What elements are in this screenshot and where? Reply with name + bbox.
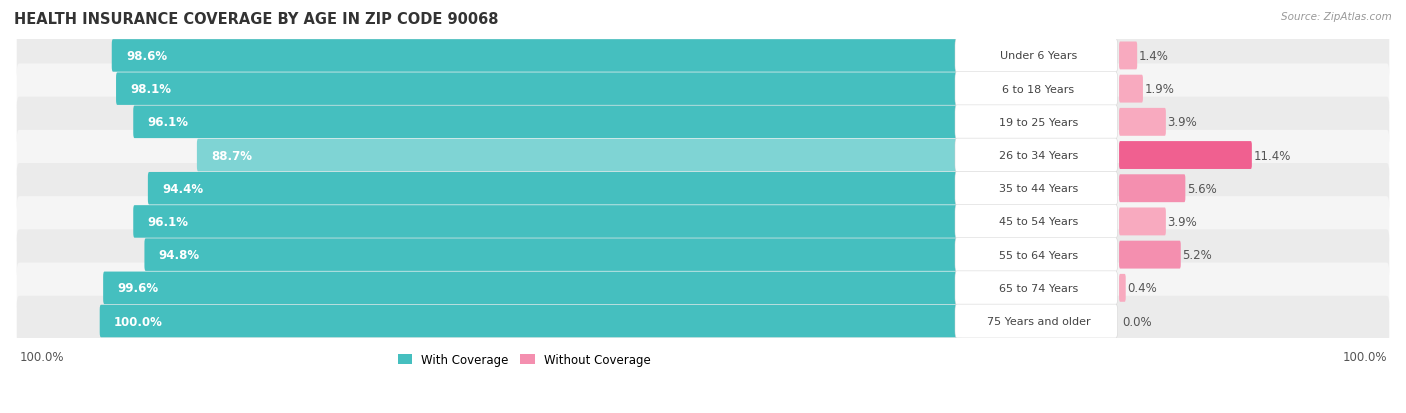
FancyBboxPatch shape bbox=[148, 173, 962, 205]
FancyBboxPatch shape bbox=[1119, 43, 1137, 70]
Text: 6 to 18 Years: 6 to 18 Years bbox=[1002, 84, 1074, 95]
Text: 35 to 44 Years: 35 to 44 Years bbox=[998, 184, 1078, 194]
FancyBboxPatch shape bbox=[1119, 241, 1181, 269]
Text: 100.0%: 100.0% bbox=[114, 315, 163, 328]
Text: 5.2%: 5.2% bbox=[1182, 249, 1212, 261]
FancyBboxPatch shape bbox=[17, 197, 1389, 247]
FancyBboxPatch shape bbox=[955, 238, 1118, 272]
Text: HEALTH INSURANCE COVERAGE BY AGE IN ZIP CODE 90068: HEALTH INSURANCE COVERAGE BY AGE IN ZIP … bbox=[14, 12, 499, 27]
FancyBboxPatch shape bbox=[17, 31, 1389, 81]
FancyBboxPatch shape bbox=[955, 106, 1118, 140]
FancyBboxPatch shape bbox=[134, 106, 962, 139]
FancyBboxPatch shape bbox=[955, 39, 1118, 73]
Text: 55 to 64 Years: 55 to 64 Years bbox=[998, 250, 1078, 260]
FancyBboxPatch shape bbox=[17, 296, 1389, 347]
FancyBboxPatch shape bbox=[17, 131, 1389, 181]
FancyBboxPatch shape bbox=[955, 172, 1118, 206]
FancyBboxPatch shape bbox=[955, 205, 1118, 239]
Text: 3.9%: 3.9% bbox=[1167, 116, 1197, 129]
Text: 98.6%: 98.6% bbox=[127, 50, 167, 63]
Text: 1.9%: 1.9% bbox=[1144, 83, 1174, 96]
FancyBboxPatch shape bbox=[1119, 76, 1143, 103]
Text: 45 to 54 Years: 45 to 54 Years bbox=[998, 217, 1078, 227]
Text: 94.8%: 94.8% bbox=[159, 249, 200, 261]
FancyBboxPatch shape bbox=[17, 230, 1389, 280]
Text: 96.1%: 96.1% bbox=[148, 216, 188, 228]
FancyBboxPatch shape bbox=[134, 206, 962, 238]
FancyBboxPatch shape bbox=[197, 140, 962, 172]
Text: 88.7%: 88.7% bbox=[211, 149, 252, 162]
Text: 1.4%: 1.4% bbox=[1139, 50, 1168, 63]
FancyBboxPatch shape bbox=[1119, 142, 1251, 170]
FancyBboxPatch shape bbox=[955, 271, 1118, 305]
Text: 94.4%: 94.4% bbox=[162, 182, 204, 195]
Text: 75 Years and older: 75 Years and older bbox=[987, 316, 1090, 326]
FancyBboxPatch shape bbox=[17, 263, 1389, 313]
FancyBboxPatch shape bbox=[117, 73, 962, 106]
FancyBboxPatch shape bbox=[955, 73, 1118, 106]
Text: 98.1%: 98.1% bbox=[131, 83, 172, 96]
Text: 99.6%: 99.6% bbox=[117, 282, 159, 294]
Text: 5.6%: 5.6% bbox=[1187, 182, 1216, 195]
FancyBboxPatch shape bbox=[1119, 175, 1185, 203]
Text: 11.4%: 11.4% bbox=[1253, 149, 1291, 162]
Text: 96.1%: 96.1% bbox=[148, 116, 188, 129]
FancyBboxPatch shape bbox=[17, 64, 1389, 114]
FancyBboxPatch shape bbox=[955, 304, 1118, 338]
FancyBboxPatch shape bbox=[100, 305, 962, 337]
FancyBboxPatch shape bbox=[1119, 109, 1166, 136]
FancyBboxPatch shape bbox=[1119, 274, 1126, 302]
Text: 100.0%: 100.0% bbox=[1343, 350, 1386, 363]
Text: Under 6 Years: Under 6 Years bbox=[1000, 51, 1077, 61]
FancyBboxPatch shape bbox=[955, 139, 1118, 173]
Text: 0.4%: 0.4% bbox=[1128, 282, 1157, 294]
FancyBboxPatch shape bbox=[111, 40, 962, 73]
Text: Source: ZipAtlas.com: Source: ZipAtlas.com bbox=[1281, 12, 1392, 22]
Text: 100.0%: 100.0% bbox=[20, 350, 63, 363]
FancyBboxPatch shape bbox=[145, 239, 962, 271]
Text: 3.9%: 3.9% bbox=[1167, 216, 1197, 228]
Legend: With Coverage, Without Coverage: With Coverage, Without Coverage bbox=[392, 348, 655, 370]
FancyBboxPatch shape bbox=[1119, 208, 1166, 236]
FancyBboxPatch shape bbox=[17, 164, 1389, 214]
Text: 26 to 34 Years: 26 to 34 Years bbox=[998, 151, 1078, 161]
FancyBboxPatch shape bbox=[17, 97, 1389, 148]
Text: 0.0%: 0.0% bbox=[1122, 315, 1153, 328]
FancyBboxPatch shape bbox=[103, 272, 962, 304]
Text: 65 to 74 Years: 65 to 74 Years bbox=[998, 283, 1078, 293]
Text: 19 to 25 Years: 19 to 25 Years bbox=[998, 118, 1078, 128]
